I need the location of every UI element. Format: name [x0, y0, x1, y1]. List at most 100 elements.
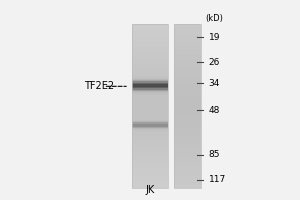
Bar: [174, 154, 201, 155]
Bar: [132, 139, 168, 140]
Bar: [132, 47, 168, 49]
Bar: [132, 136, 168, 137]
Bar: [174, 182, 201, 184]
Bar: [174, 111, 201, 113]
Bar: [132, 76, 168, 77]
Bar: [132, 125, 168, 127]
Bar: [132, 46, 168, 47]
Bar: [174, 77, 201, 79]
Bar: [174, 130, 201, 132]
Bar: [174, 102, 201, 103]
Bar: [174, 50, 201, 51]
Bar: [174, 29, 201, 31]
Bar: [132, 31, 168, 32]
Bar: [132, 126, 168, 128]
Bar: [132, 29, 168, 31]
Bar: [174, 25, 201, 27]
Bar: [132, 100, 168, 102]
Bar: [132, 28, 168, 29]
Bar: [132, 103, 168, 105]
Bar: [132, 35, 168, 36]
Bar: [132, 52, 168, 54]
Bar: [132, 57, 168, 58]
Bar: [132, 155, 168, 157]
Bar: [174, 176, 201, 177]
Bar: [174, 114, 201, 116]
Bar: [132, 165, 168, 166]
Bar: [174, 104, 201, 106]
Bar: [132, 151, 168, 152]
Bar: [132, 137, 168, 139]
Bar: [174, 166, 201, 168]
Text: 34: 34: [208, 79, 220, 88]
Text: (kD): (kD): [206, 14, 224, 23]
Bar: [174, 91, 201, 92]
Bar: [132, 32, 168, 34]
Bar: [174, 151, 201, 152]
Bar: [174, 103, 201, 105]
Bar: [174, 84, 201, 86]
Bar: [132, 121, 168, 122]
Bar: [132, 51, 168, 53]
Bar: [132, 152, 168, 154]
Bar: [132, 113, 168, 114]
Bar: [174, 32, 201, 34]
Bar: [132, 95, 168, 96]
Bar: [132, 181, 168, 183]
Bar: [132, 133, 168, 135]
Bar: [132, 92, 168, 94]
Bar: [132, 33, 168, 35]
Bar: [174, 119, 201, 121]
Bar: [174, 133, 201, 135]
Bar: [174, 110, 201, 111]
Bar: [174, 185, 201, 187]
Bar: [132, 176, 168, 177]
Bar: [174, 96, 201, 98]
Bar: [132, 173, 168, 174]
Bar: [174, 65, 201, 66]
Bar: [132, 110, 168, 111]
Bar: [132, 178, 168, 180]
Bar: [174, 73, 201, 75]
Bar: [174, 51, 201, 53]
Bar: [132, 88, 168, 90]
Bar: [174, 181, 201, 183]
Bar: [174, 150, 201, 151]
Bar: [132, 171, 168, 173]
Bar: [132, 59, 168, 61]
Bar: [132, 58, 168, 60]
Bar: [174, 89, 201, 91]
Bar: [174, 39, 201, 40]
Bar: [132, 167, 168, 169]
Bar: [132, 119, 168, 121]
Bar: [174, 178, 201, 180]
Bar: [174, 47, 201, 49]
Bar: [132, 159, 168, 161]
Bar: [174, 128, 201, 129]
Bar: [132, 77, 168, 79]
Bar: [174, 59, 201, 61]
Bar: [132, 87, 168, 88]
Bar: [132, 169, 168, 170]
Bar: [132, 158, 168, 159]
Bar: [174, 88, 201, 90]
Bar: [174, 173, 201, 174]
Bar: [174, 27, 201, 28]
Text: TF2E2: TF2E2: [84, 81, 114, 91]
Bar: [132, 132, 168, 133]
Bar: [174, 95, 201, 96]
Bar: [132, 40, 168, 42]
Bar: [174, 118, 201, 120]
Bar: [174, 177, 201, 178]
Bar: [132, 65, 168, 66]
Bar: [132, 94, 168, 95]
Bar: [174, 148, 201, 150]
Bar: [174, 31, 201, 32]
Bar: [132, 91, 168, 92]
Bar: [132, 83, 168, 84]
Bar: [174, 55, 201, 57]
Bar: [174, 137, 201, 139]
Bar: [174, 94, 201, 95]
Bar: [174, 162, 201, 163]
Bar: [132, 182, 168, 184]
